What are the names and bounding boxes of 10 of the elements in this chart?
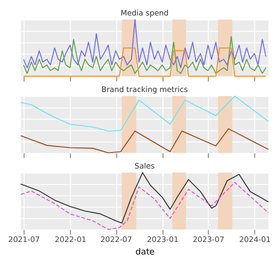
x-tick-label: 2022-07 [100,235,132,244]
chart-title: Brand tracking metrics [101,84,188,94]
x-axis-title: date [135,247,155,258]
x-tick-label: 2023-01 [146,235,179,244]
chart-title: Sales [134,161,155,170]
x-tick-label: 2023-07 [192,235,224,244]
x-tick-label: 2021-07 [8,235,40,244]
x-tick-label: 2022-01 [54,235,86,244]
chart-title: Media spend [120,8,169,18]
x-tick-label: 2024-01 [239,235,271,244]
